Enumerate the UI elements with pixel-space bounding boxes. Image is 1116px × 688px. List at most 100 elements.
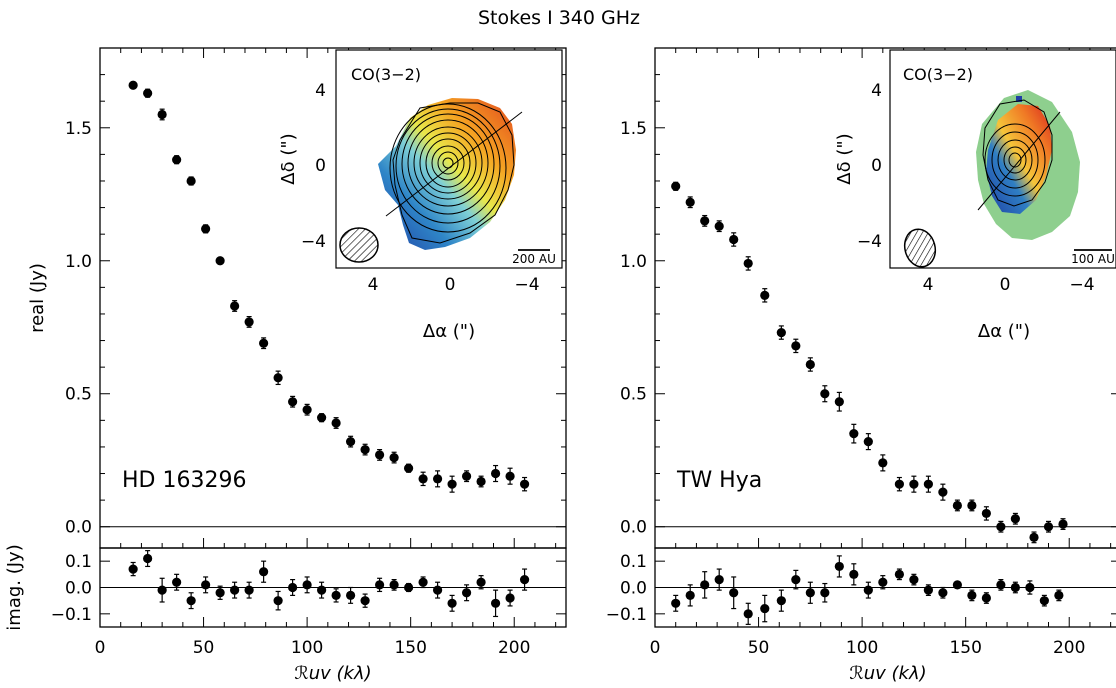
imag-data-point — [490, 598, 501, 608]
y-tick-label: −0.1 — [606, 605, 647, 625]
imag-data-point — [909, 575, 919, 585]
imag-data-point — [923, 585, 933, 595]
real-data-point — [685, 197, 695, 207]
y-tick-label: 1.0 — [620, 252, 647, 272]
imag-data-point — [743, 609, 753, 619]
imag-data-point — [244, 585, 254, 595]
real-data-point — [201, 224, 211, 234]
real-data-point — [186, 176, 196, 186]
imag-data-point — [505, 593, 515, 603]
intensity-contours — [385, 102, 523, 244]
scale-bar-label: 100 AU — [1071, 252, 1115, 266]
real-data-point — [760, 290, 770, 300]
inset-ylabel: Δδ (") — [834, 133, 855, 184]
imag-data-point — [760, 603, 770, 614]
inset-xtick: 0 — [445, 275, 456, 295]
y-tick-label: 0.0 — [620, 579, 647, 599]
real-data-point — [259, 338, 269, 348]
x-axis-label: ℛuv (kλ) — [294, 663, 371, 684]
y-tick-label: 0.5 — [65, 385, 92, 405]
imag-data-point — [863, 585, 873, 595]
x-tick-label: 150 — [949, 638, 981, 658]
real-data-point — [1043, 522, 1054, 532]
imag-data-point — [259, 567, 269, 577]
imag-data-point — [700, 580, 710, 590]
imag-data-point — [894, 569, 904, 579]
imag-data-point — [1054, 590, 1064, 601]
x-tick-label: 200 — [498, 638, 530, 658]
imag-data-point — [418, 577, 428, 587]
imag-data-point — [403, 582, 414, 593]
y-tick-label: 0.5 — [620, 385, 647, 405]
y-tick-label: 0.1 — [620, 552, 647, 572]
real-data-point — [834, 397, 844, 407]
inset-xlabel: Δα (") — [978, 321, 1030, 342]
imag-data-point — [273, 596, 283, 606]
real-data-point — [743, 258, 753, 269]
real-data-point — [157, 109, 167, 120]
imag-data-point — [981, 593, 991, 603]
x-tick-label: 0 — [95, 638, 106, 658]
real-data-point — [317, 413, 327, 423]
real-data-point — [671, 181, 681, 191]
y-axis-label-imag: imag. (Jy) — [4, 544, 25, 630]
x-tick-label: 150 — [394, 638, 426, 658]
imag-data-point — [938, 588, 948, 598]
velocity-map-pixel — [1016, 96, 1022, 102]
y-tick-label: 1.5 — [620, 119, 647, 139]
real-data-point — [490, 468, 501, 479]
imag-data-point — [157, 585, 167, 595]
real-data-point — [878, 458, 888, 468]
real-data-point — [346, 437, 356, 447]
x-tick-label: 100 — [846, 638, 878, 658]
y-tick-label: 1.5 — [65, 119, 92, 139]
beam-ellipse — [339, 227, 379, 263]
real-data-point — [172, 155, 182, 165]
real-data-point — [714, 221, 724, 231]
real-data-point — [418, 474, 428, 484]
imag-data-point — [432, 585, 443, 595]
inset-hd163296: 200 AU CO(3−2) — [335, 49, 563, 269]
inset-ytick: 4 — [871, 81, 882, 101]
real-data-point — [302, 405, 312, 415]
real-data-point — [863, 437, 873, 447]
inset-twhya: 100 AU CO(3−2) — [889, 49, 1116, 269]
imag-data-point — [671, 598, 681, 608]
real-data-point — [389, 452, 399, 463]
inset-xtick: 0 — [1000, 275, 1011, 295]
panel-hd-163296: 0 50 100 150 200 0.0 0.5 1.0 1.5 0.1 0.0 −0.1 ℛuv (k… — [4, 47, 567, 684]
real-data-point — [375, 450, 385, 460]
inset-title: CO(3−2) — [351, 65, 421, 84]
imag-data-point — [729, 588, 739, 598]
inset-axes: 4 0 −4 4 0 −4 Δα (") Δδ (") 4 0 −4 4 0 −… — [278, 81, 1095, 342]
imag-data-point — [476, 577, 486, 587]
imag-data-point — [791, 575, 801, 585]
real-data-point — [505, 471, 515, 481]
imag-data-point — [714, 575, 724, 585]
x-tick-label: 50 — [193, 638, 215, 658]
scale-bar-label: 200 AU — [512, 252, 556, 266]
imag-data-point — [230, 585, 240, 595]
intensity-contours — [977, 99, 1061, 211]
real-data-point — [820, 389, 830, 399]
imag-data-point — [952, 580, 962, 590]
real-data-point — [1058, 519, 1068, 529]
imag-data-point — [834, 561, 844, 572]
y-tick-label: 0.0 — [620, 518, 647, 538]
beam-ellipse — [903, 228, 937, 268]
inset-xlabel: Δα (") — [423, 321, 475, 342]
real-data-point — [519, 479, 530, 489]
imag-data-point — [1010, 582, 1020, 593]
real-data-point — [923, 479, 933, 489]
imag-data-point — [389, 580, 399, 590]
real-data-point — [461, 471, 472, 481]
imag-data-point — [1039, 596, 1049, 606]
y-tick-label: −0.1 — [51, 605, 92, 625]
y-tick-label: 0.0 — [65, 518, 92, 538]
imag-data-point — [360, 596, 370, 606]
real-data-point — [909, 479, 919, 489]
real-data-point — [244, 317, 254, 327]
inset-title: CO(3−2) — [903, 65, 973, 84]
y-tick-label: 0.1 — [65, 552, 92, 572]
